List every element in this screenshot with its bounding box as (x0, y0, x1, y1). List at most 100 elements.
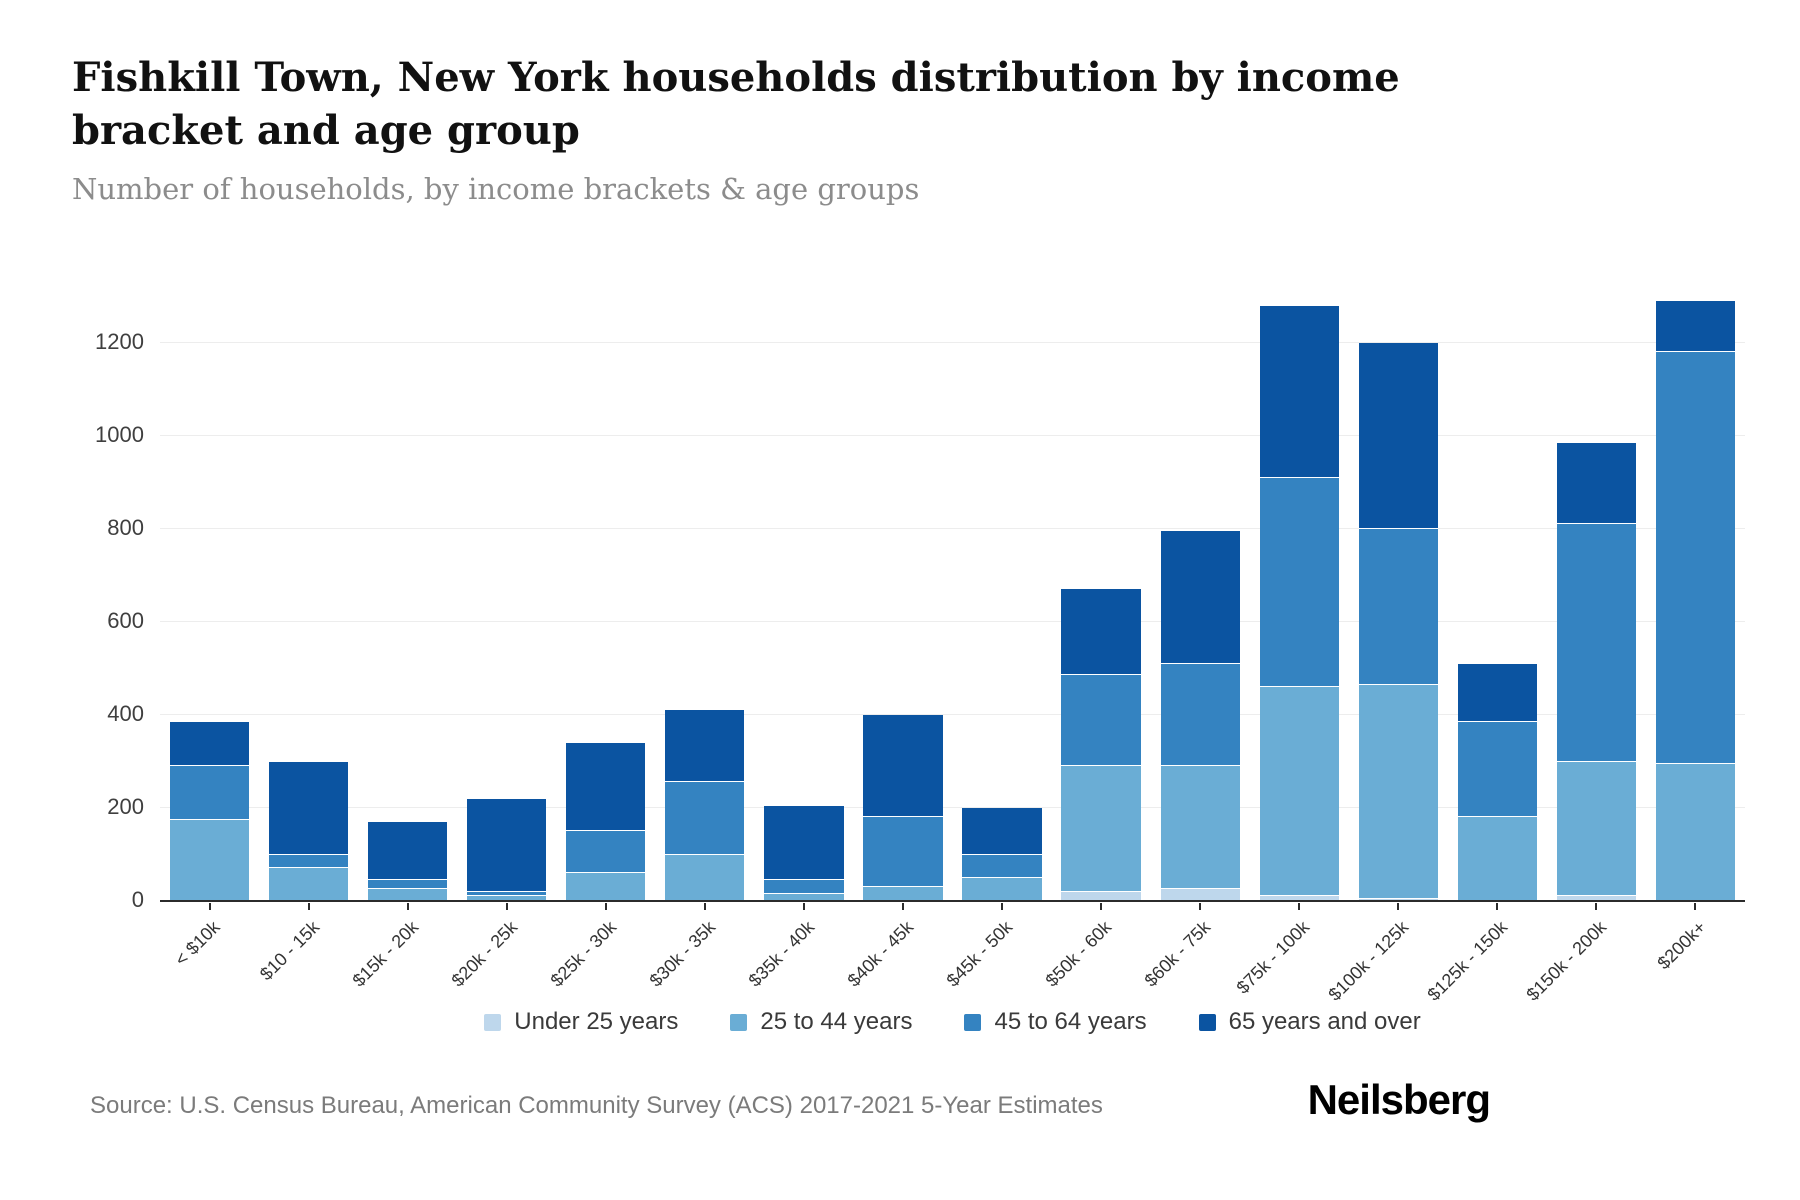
source-note: Source: U.S. Census Bureau, American Com… (90, 1092, 1103, 1119)
segment-$10 - 15k-65 years and over[interactable] (268, 761, 349, 855)
segment-$35k - 40k-25 to 44 years[interactable] (764, 894, 844, 901)
segment-$60k - 75k-25 to 44 years[interactable] (1160, 766, 1240, 890)
legend-swatch-icon (730, 1013, 748, 1031)
y-tick-label-1000: 1000 (95, 422, 144, 447)
segment-$35k - 40k-65 years and over[interactable] (764, 805, 844, 881)
segment-$150k - 200k-Under 25 years[interactable] (1556, 896, 1637, 901)
segment-$100k - 125k-65 years and over[interactable] (1358, 343, 1438, 530)
legend-label: 45 to 64 years (994, 1008, 1147, 1035)
segment-$75k - 100k-Under 25 years[interactable] (1259, 896, 1339, 901)
x-tick-cell: $75k - 100k (1233, 901, 1349, 998)
segment-$200k+-45 to 64 years[interactable] (1655, 352, 1736, 764)
segment-$15k - 20k-45 to 64 years[interactable] (368, 880, 448, 890)
bar-$60k - 75k (1151, 296, 1250, 901)
segment-$125k - 150k-45 to 64 years[interactable] (1457, 722, 1537, 818)
bar-$125k - 150k (1448, 296, 1547, 901)
segment-$60k - 75k-45 to 64 years[interactable] (1160, 663, 1240, 767)
y-tick-label-600: 600 (107, 608, 144, 633)
segment-$100k - 125k-25 to 44 years[interactable] (1358, 684, 1438, 899)
segment-$20k - 25k-65 years and over[interactable] (467, 798, 547, 892)
segment-$40k - 45k-45 to 64 years[interactable] (863, 817, 943, 888)
segment-$125k - 150k-65 years and over[interactable] (1457, 663, 1537, 722)
x-tick-cell: $35k - 40k (744, 901, 853, 991)
x-tick-cell: $50k - 60k (1042, 901, 1151, 991)
x-tick-cell: < $10k (160, 901, 259, 991)
bar-$100k - 125k (1349, 296, 1448, 901)
bar-< $10k (160, 296, 259, 901)
segment-$75k - 100k-25 to 44 years[interactable] (1259, 687, 1339, 897)
segment-$150k - 200k-65 years and over[interactable] (1556, 443, 1637, 525)
segment-$30k - 35k-25 to 44 years[interactable] (665, 854, 745, 901)
y-tick-label-800: 800 (107, 515, 144, 540)
segment-$200k+-25 to 44 years[interactable] (1655, 763, 1736, 901)
bar-$45k - 50k (953, 296, 1052, 901)
x-tick-cell: $200k+ (1646, 901, 1745, 991)
segment-$150k - 200k-25 to 44 years[interactable] (1556, 761, 1637, 897)
y-tick-label-1200: 1200 (95, 329, 144, 354)
segment-< $10k-45 to 64 years[interactable] (169, 766, 250, 820)
chart-title: Fishkill Town, New York households distr… (72, 54, 1400, 154)
segment-$15k - 20k-25 to 44 years[interactable] (368, 889, 448, 901)
legend-item-45 to 64 years[interactable]: 45 to 64 years (964, 1008, 1147, 1036)
segment-$60k - 75k-65 years and over[interactable] (1160, 531, 1240, 664)
segment-$25k - 30k-45 to 64 years[interactable] (566, 831, 646, 874)
segment-$125k - 150k-25 to 44 years[interactable] (1457, 817, 1537, 901)
segment-$100k - 125k-Under 25 years[interactable] (1358, 898, 1438, 901)
segment-$50k - 60k-45 to 64 years[interactable] (1061, 675, 1141, 767)
segment-$75k - 100k-65 years and over[interactable] (1259, 305, 1339, 478)
segment-$150k - 200k-45 to 64 years[interactable] (1556, 524, 1637, 762)
segment-$50k - 60k-25 to 44 years[interactable] (1061, 766, 1141, 892)
segment-$35k - 40k-45 to 64 years[interactable] (764, 880, 844, 895)
x-tick-cell: $150k - 200k (1523, 901, 1646, 1005)
brand-logo[interactable]: Neilsberg (1307, 1076, 1491, 1123)
x-tick-label-$200k+: $200k+ (1653, 917, 1710, 974)
x-axis-labels: < $10k $10 - 15k $15k - 20k $20k - 25k $25k … (160, 901, 1745, 1005)
segment-$15k - 20k-65 years and over[interactable] (368, 821, 448, 881)
segment-$40k - 45k-65 years and over[interactable] (863, 715, 943, 818)
segment-$10 - 15k-25 to 44 years[interactable] (268, 868, 349, 901)
legend-label: Under 25 years (514, 1008, 679, 1035)
bars-container (160, 296, 1745, 901)
x-tick-label-$25k - 30k: $25k - 30k (546, 917, 620, 991)
x-tick-cell: $30k - 35k (645, 901, 754, 991)
segment-$75k - 100k-45 to 64 years[interactable] (1259, 477, 1339, 688)
segment-$30k - 35k-65 years and over[interactable] (665, 710, 745, 783)
legend-swatch-icon (964, 1013, 982, 1031)
x-tick-cell: $45k - 50k (943, 901, 1052, 991)
segment-$20k - 25k-25 to 44 years[interactable] (467, 896, 547, 901)
x-tick-cell: $60k - 75k (1141, 901, 1250, 991)
segment-< $10k-25 to 44 years[interactable] (169, 819, 250, 901)
legend-item-65 years and over[interactable]: 65 years and over (1198, 1008, 1421, 1036)
legend-label: 65 years and over (1228, 1008, 1421, 1035)
legend-item-25 to 44 years[interactable]: 25 to 44 years (730, 1008, 912, 1036)
segment-$45k - 50k-25 to 44 years[interactable] (962, 877, 1042, 901)
x-tick-label-$15k - 20k: $15k - 20k (348, 917, 422, 991)
segment-$10 - 15k-45 to 64 years[interactable] (268, 854, 349, 869)
segment-$200k+-65 years and over[interactable] (1655, 301, 1736, 353)
segment-$45k - 50k-65 years and over[interactable] (962, 808, 1042, 855)
x-tick-label-< $10k: < $10k (170, 917, 224, 970)
y-tick-label-400: 400 (107, 701, 144, 726)
y-tick-label-0: 0 (131, 887, 144, 912)
segment-$50k - 60k-Under 25 years[interactable] (1061, 891, 1141, 901)
segment-$25k - 30k-65 years and over[interactable] (566, 742, 646, 832)
bar-$25k - 30k (556, 296, 655, 901)
bar-$75k - 100k (1250, 296, 1349, 901)
segment-$50k - 60k-65 years and over[interactable] (1061, 589, 1141, 676)
plot-area: 0 200 400 600 800 1000 1200 < $10k $10 - 15k $15… (95, 296, 1745, 1005)
segment-$40k - 45k-25 to 44 years[interactable] (863, 887, 943, 901)
segment-$45k - 50k-45 to 64 years[interactable] (962, 854, 1042, 878)
segment-$100k - 125k-45 to 64 years[interactable] (1358, 529, 1438, 685)
x-tick-cell: $10 - 15k (256, 901, 358, 991)
segment-$20k - 25k-45 to 64 years[interactable] (467, 891, 547, 897)
bar-$150k - 200k (1547, 296, 1646, 901)
legend-item-Under 25 years[interactable]: Under 25 years (484, 1008, 678, 1036)
segment-$60k - 75k-Under 25 years[interactable] (1160, 889, 1240, 901)
x-tick-cell: $100k - 125k (1325, 901, 1448, 1005)
bar-$35k - 40k (754, 296, 853, 901)
segment-< $10k-65 years and over[interactable] (169, 721, 250, 767)
bar-$30k - 35k (655, 296, 754, 901)
segment-$30k - 35k-45 to 64 years[interactable] (665, 782, 745, 855)
segment-$25k - 30k-25 to 44 years[interactable] (566, 873, 646, 901)
